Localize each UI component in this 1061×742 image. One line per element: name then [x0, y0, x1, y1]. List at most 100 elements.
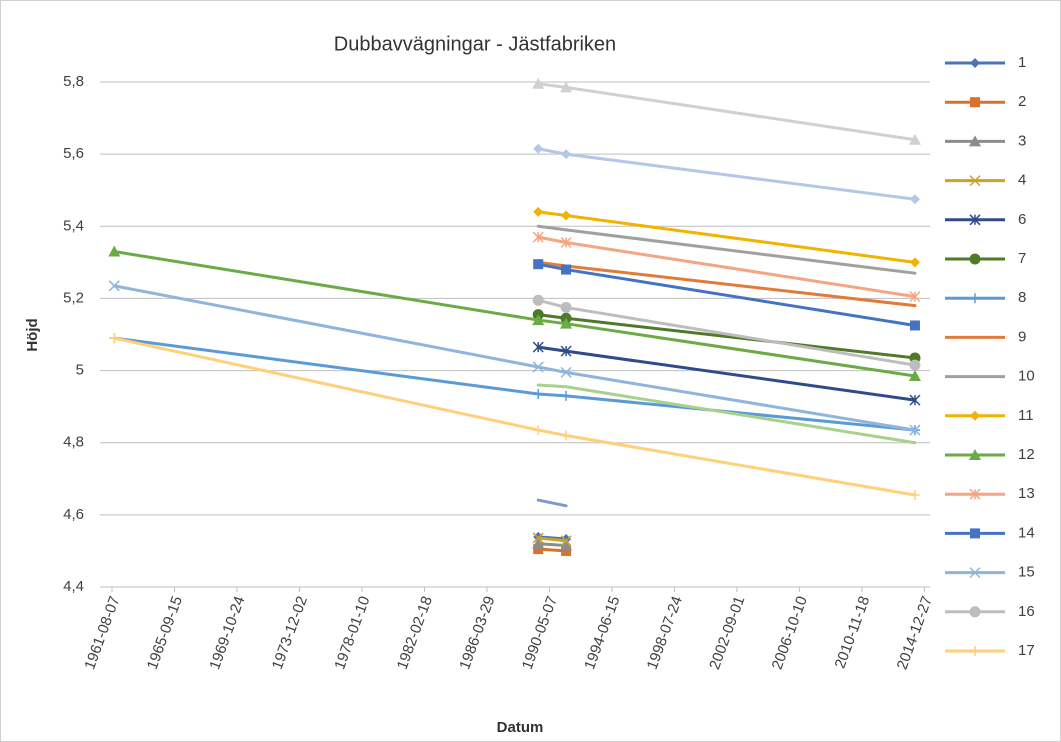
legend-item: 17 [945, 642, 1035, 659]
marker [560, 539, 573, 551]
y-tick-label: 4,4 [63, 578, 84, 595]
marker [970, 293, 980, 304]
marker [533, 425, 544, 436]
marker [532, 231, 544, 243]
marker [909, 320, 920, 331]
legend-item: 15 [945, 564, 1035, 581]
marker [908, 369, 921, 381]
marker [533, 259, 544, 270]
marker [969, 214, 981, 226]
legend-label: 10 [1018, 368, 1035, 385]
legend-item: 1 [945, 54, 1026, 71]
legend-label: 7 [1018, 250, 1026, 267]
marker [969, 253, 981, 265]
legend-label: 4 [1018, 172, 1026, 189]
legend-label: 14 [1018, 524, 1035, 541]
marker [909, 194, 920, 205]
marker [909, 359, 921, 371]
series-line [536, 536, 568, 543]
legend-label: 16 [1018, 603, 1035, 620]
y-tick-label: 5,2 [63, 289, 84, 306]
marker [533, 206, 544, 217]
legend-label: 9 [1018, 328, 1026, 345]
x-axis-label: Datum [497, 719, 544, 736]
legend-item: 7 [945, 250, 1026, 267]
marker [560, 317, 573, 329]
marker [970, 410, 980, 421]
series-line [536, 498, 568, 508]
marker [109, 333, 120, 344]
series-line [536, 383, 917, 445]
series-line [112, 336, 917, 497]
marker [561, 430, 572, 441]
marker [561, 545, 572, 556]
legend-label: 8 [1018, 289, 1026, 306]
marker [560, 535, 572, 547]
legend-label: 1 [1018, 54, 1026, 71]
marker [909, 490, 920, 501]
marker [970, 97, 980, 108]
marker [561, 149, 572, 160]
marker [560, 366, 572, 378]
legend-label: 15 [1018, 564, 1035, 581]
marker [909, 424, 921, 436]
series-line [112, 250, 917, 378]
marker [969, 567, 981, 579]
marker [970, 528, 980, 539]
marker [969, 606, 981, 618]
marker [969, 449, 981, 460]
marker [560, 345, 572, 357]
marker [909, 394, 921, 406]
marker [561, 210, 572, 221]
legend-item: 10 [945, 368, 1035, 385]
series-line [112, 336, 917, 432]
marker [532, 537, 545, 549]
y-tick-label: 4,8 [63, 434, 84, 451]
y-tick-label: 5 [76, 362, 84, 379]
marker [969, 175, 981, 187]
marker [561, 390, 572, 401]
series-line [112, 284, 917, 432]
legend-item: 13 [945, 485, 1035, 502]
marker [560, 301, 572, 313]
marker [970, 646, 980, 656]
marker [532, 314, 545, 326]
marker [532, 341, 544, 353]
y-tick-label: 5,8 [63, 73, 84, 90]
marker [532, 361, 544, 373]
y-tick-label: 5,4 [63, 217, 84, 234]
legend-item: 2 [945, 93, 1026, 110]
marker [969, 135, 981, 147]
y-tick-label: 5,6 [63, 145, 84, 162]
legend-label: 12 [1018, 446, 1035, 463]
legend-item: 8 [945, 289, 1026, 306]
marker [108, 245, 121, 257]
marker [108, 280, 120, 292]
legend-item: 4 [945, 172, 1026, 189]
marker [533, 544, 544, 555]
legend-item: 16 [945, 603, 1035, 620]
marker [532, 294, 544, 306]
chart-title: Dubbavvägningar - Jästfabriken [334, 33, 616, 55]
marker [560, 81, 573, 93]
series-line [536, 224, 917, 275]
marker [533, 143, 544, 154]
legend-item: 12 [945, 446, 1035, 463]
marker [908, 133, 921, 145]
legend-label: 3 [1018, 132, 1026, 149]
marker [909, 291, 921, 303]
y-tick-label: 4,6 [63, 506, 84, 523]
legend-item: 11 [945, 407, 1034, 424]
legend-label: 17 [1018, 642, 1035, 659]
legend-item: 6 [945, 211, 1026, 228]
legend-label: 11 [1018, 407, 1034, 424]
legend-item: 14 [945, 524, 1035, 541]
marker [909, 257, 920, 268]
marker [969, 488, 981, 500]
legend-label: 2 [1018, 93, 1026, 110]
marker [532, 77, 545, 89]
marker [561, 264, 572, 275]
y-axis-label: Höjd [24, 318, 41, 351]
marker [970, 58, 980, 68]
